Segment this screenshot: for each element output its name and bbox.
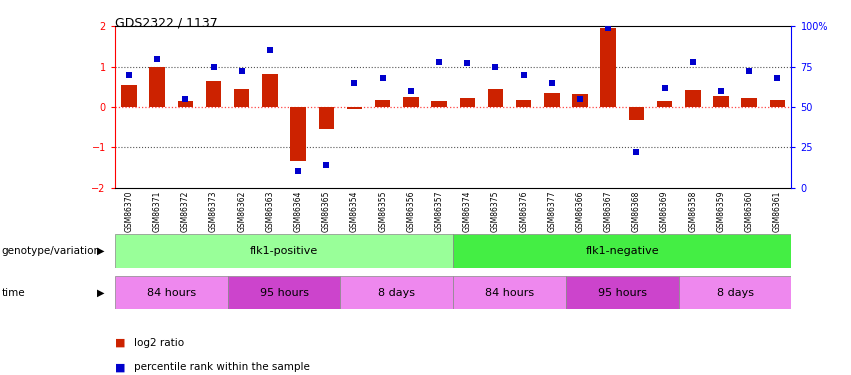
Point	[376, 75, 390, 81]
Bar	[679, 276, 791, 309]
Text: GDS2322 / 1137: GDS2322 / 1137	[115, 17, 218, 30]
Point	[123, 72, 136, 78]
Bar	[601, 28, 616, 107]
Text: flk1-negative: flk1-negative	[585, 246, 660, 256]
Bar	[460, 98, 475, 107]
Point	[742, 68, 756, 74]
Point	[658, 84, 671, 90]
Text: ▶: ▶	[97, 288, 105, 297]
Bar	[115, 276, 228, 309]
Text: 8 days: 8 days	[717, 288, 753, 297]
Point	[630, 149, 643, 155]
Bar	[228, 276, 340, 309]
Bar	[566, 276, 679, 309]
Bar	[318, 107, 334, 129]
Point	[207, 63, 220, 70]
Point	[770, 75, 784, 81]
Point	[291, 168, 305, 174]
Bar	[403, 97, 419, 107]
Bar	[453, 276, 566, 309]
Bar	[115, 234, 453, 268]
Point	[488, 63, 502, 70]
Bar	[121, 85, 137, 107]
Text: 84 hours: 84 hours	[485, 288, 534, 297]
Point	[348, 80, 362, 86]
Bar	[544, 93, 560, 107]
Bar	[488, 89, 503, 107]
Bar	[629, 107, 644, 120]
Bar	[572, 94, 588, 107]
Bar	[340, 276, 453, 309]
Text: 8 days: 8 days	[379, 288, 415, 297]
Point	[686, 59, 700, 65]
Bar	[346, 107, 363, 109]
Point	[404, 88, 418, 94]
Text: log2 ratio: log2 ratio	[134, 338, 184, 348]
Bar	[290, 107, 306, 161]
Bar	[234, 89, 249, 107]
Text: time: time	[2, 288, 26, 297]
Point	[602, 25, 615, 31]
Point	[151, 56, 164, 62]
Point	[432, 59, 446, 65]
Bar	[516, 100, 531, 107]
Bar	[713, 96, 728, 107]
Text: percentile rank within the sample: percentile rank within the sample	[134, 363, 310, 372]
Text: ■: ■	[115, 338, 125, 348]
Text: 84 hours: 84 hours	[146, 288, 196, 297]
Text: genotype/variation: genotype/variation	[2, 246, 100, 256]
Text: 95 hours: 95 hours	[597, 288, 647, 297]
Bar	[431, 101, 447, 107]
Point	[545, 80, 558, 86]
Bar	[375, 100, 391, 107]
Point	[235, 68, 248, 74]
Point	[319, 162, 333, 168]
Bar	[657, 101, 672, 107]
Point	[460, 60, 474, 66]
Point	[517, 72, 530, 78]
Bar	[262, 74, 277, 107]
Bar	[769, 100, 785, 107]
Bar	[685, 90, 700, 107]
Point	[714, 88, 728, 94]
Text: flk1-positive: flk1-positive	[250, 246, 318, 256]
Text: 95 hours: 95 hours	[260, 288, 309, 297]
Bar	[178, 101, 193, 107]
Text: ▶: ▶	[97, 246, 105, 256]
Bar	[150, 67, 165, 107]
Text: ■: ■	[115, 363, 125, 372]
Point	[179, 96, 192, 102]
Bar	[453, 234, 791, 268]
Bar	[741, 98, 757, 107]
Bar	[206, 81, 221, 107]
Point	[574, 96, 587, 102]
Point	[263, 48, 277, 54]
